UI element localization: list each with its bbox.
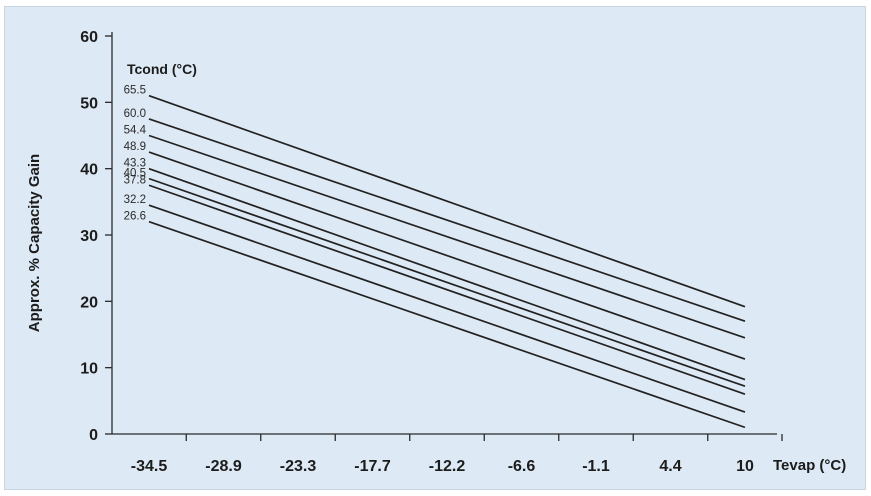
series-labels: 65.5 60.0 54.4 48.9 43.340.537.8 32.2 26.6 [124, 85, 147, 223]
series-label-48.9: 48.9 [124, 141, 146, 153]
y-tick-label: 20 [80, 294, 98, 311]
series-label-37.8: 37.8 [124, 174, 146, 186]
x-tick-label: 10 [736, 458, 754, 475]
series-label-43.3: 43.3 [124, 158, 146, 170]
y-tick-label: 60 [80, 29, 98, 46]
series-line-32.2 [148, 204, 746, 413]
x-axis-label: Tevap (°C) [773, 457, 846, 474]
series-label-65.5: 65.5 [124, 85, 146, 97]
series-label-54.4: 54.4 [124, 125, 147, 137]
y-tick-label: 40 [80, 162, 98, 179]
series-line-48.9 [148, 151, 746, 360]
y-axis-ticks: 0 10 20 30 40 50 60 [80, 29, 112, 444]
series-line-37.8 [148, 184, 746, 396]
x-tick-label: -28.9 [205, 458, 242, 475]
x-axis-ticks: -34.5 -28.9 -23.3 -17.7 -12.2 -6.6 -1.1 4.4 10 [131, 434, 783, 475]
series-label-26.6: 26.6 [124, 211, 146, 223]
series-line-43.3 [148, 167, 746, 381]
x-tick-label: -12.2 [429, 458, 466, 475]
x-tick-label: 4.4 [659, 458, 681, 475]
series-label-40.5: 40.5 [124, 168, 146, 180]
x-tick-label: -6.6 [508, 458, 536, 475]
legend-title: Tcond (°C) [127, 61, 197, 77]
series-label-60.0: 60.0 [124, 108, 146, 120]
x-tick-label: -23.3 [280, 458, 317, 475]
y-tick-label: 50 [80, 95, 98, 112]
x-tick-label: -1.1 [582, 458, 610, 475]
chart-panel: 0 10 20 30 40 50 60 -34.5 -28.9 -23.3 -17.7 -12.2-… [4, 6, 866, 490]
series-line-26.6 [148, 220, 746, 429]
y-tick-label: 10 [80, 361, 98, 378]
y-axis-label: Approx. % Capacity Gain [26, 154, 43, 332]
series-line-65.5 [148, 94, 746, 308]
y-tick-label: 30 [80, 228, 98, 245]
series-lines [148, 94, 746, 429]
x-tick-label: -17.7 [354, 458, 391, 475]
series-line-60.0 [148, 118, 746, 323]
series-line-54.4 [148, 134, 746, 339]
y-tick-label: 0 [89, 427, 98, 444]
axes [111, 32, 777, 435]
series-label-32.2: 32.2 [124, 194, 146, 206]
x-tick-label: -34.5 [131, 458, 168, 475]
series-line-40.5 [148, 177, 746, 388]
